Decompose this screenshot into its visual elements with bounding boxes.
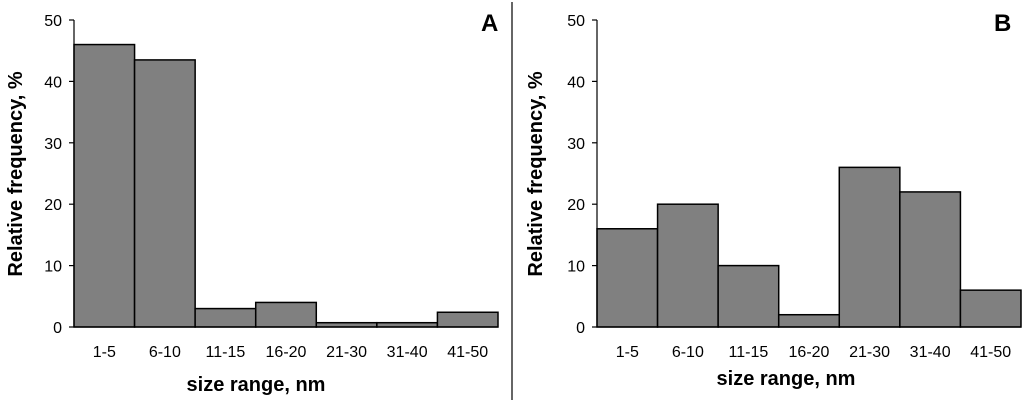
bars-a: [73, 43, 499, 328]
y-tick-label-a: 50: [44, 13, 62, 30]
y-tick-label-b: 40: [567, 74, 585, 91]
x-tick-labels-b: 1-5 6-10 11-15 16-20 21-30 31-40 41-50: [616, 344, 1012, 361]
x-tick-label-a: 21-30: [326, 344, 367, 361]
bar-b-16-20: [777, 313, 841, 328]
x-tick-label-b: 6-10: [672, 344, 704, 361]
y-tick-label-a: 0: [53, 320, 62, 337]
y-tick-label-b: 30: [567, 136, 585, 153]
bar-b-6-10: [656, 203, 719, 328]
bar-b-41-50: [959, 289, 1022, 328]
x-tick-label-b: 41-50: [970, 344, 1011, 361]
y-axis-title-b: Relative frequency, %: [525, 71, 547, 276]
x-tick-label-b: 16-20: [789, 344, 830, 361]
bar-a-41-50: [436, 311, 499, 328]
bar-a-6-10: [133, 59, 196, 328]
y-ticks-a: 0 10 20 30 40 50: [44, 13, 74, 337]
panel-label-b: B: [994, 10, 1011, 37]
axes-a: [73, 20, 498, 328]
bar-b-31-40: [899, 191, 962, 328]
x-tick-label-a: 1-5: [93, 344, 116, 361]
x-tick-label-a: 31-40: [387, 344, 428, 361]
y-tick-label-a: 30: [44, 136, 62, 153]
bar-b-1-5: [596, 228, 659, 328]
bar-a-1-5: [73, 43, 136, 328]
chart-panel-b: B Relative frequency, % size range, nm 0…: [525, 10, 1022, 390]
y-axis-title-a: Relative frequency, %: [5, 71, 27, 276]
bar-a-16-20: [254, 301, 318, 328]
y-tick-label-a: 10: [44, 259, 62, 276]
x-tick-label-b: 21-30: [849, 344, 890, 361]
panel-label-a: A: [481, 10, 498, 37]
y-tick-label-a: 40: [44, 74, 62, 91]
x-tick-label-b: 11-15: [729, 344, 769, 361]
x-axis-title-b: size range, nm: [717, 368, 856, 390]
bars-b: [596, 166, 1022, 328]
x-tick-label-a: 6-10: [149, 344, 181, 361]
bar-a-31-40: [376, 321, 439, 328]
y-tick-label-b: 10: [567, 259, 585, 276]
chart-panel-a: A Relative frequency, % size range, nm 0…: [5, 10, 499, 396]
bar-b-11-15: [717, 264, 780, 328]
x-tick-label-a: 16-20: [266, 344, 307, 361]
y-tick-label-b: 20: [567, 197, 585, 214]
y-tick-label-b: 0: [576, 320, 585, 337]
x-tick-label-a: 41-50: [447, 344, 488, 361]
y-ticks-b: 0 10 20 30 40 50: [567, 13, 597, 337]
y-tick-label-a: 20: [44, 197, 62, 214]
x-tick-label-a: 11-15: [206, 344, 246, 361]
axes-b: [596, 20, 1021, 328]
x-tick-label-b: 31-40: [910, 344, 951, 361]
bar-a-11-15: [194, 307, 257, 328]
bar-b-21-30: [838, 166, 901, 328]
x-tick-labels-a: 1-5 6-10 11-15 16-20 21-30 31-40 41-50: [93, 344, 489, 361]
x-axis-title-a: size range, nm: [187, 374, 326, 396]
y-tick-label-b: 50: [567, 13, 585, 30]
x-tick-label-b: 1-5: [616, 344, 639, 361]
bar-a-21-30: [315, 321, 378, 328]
